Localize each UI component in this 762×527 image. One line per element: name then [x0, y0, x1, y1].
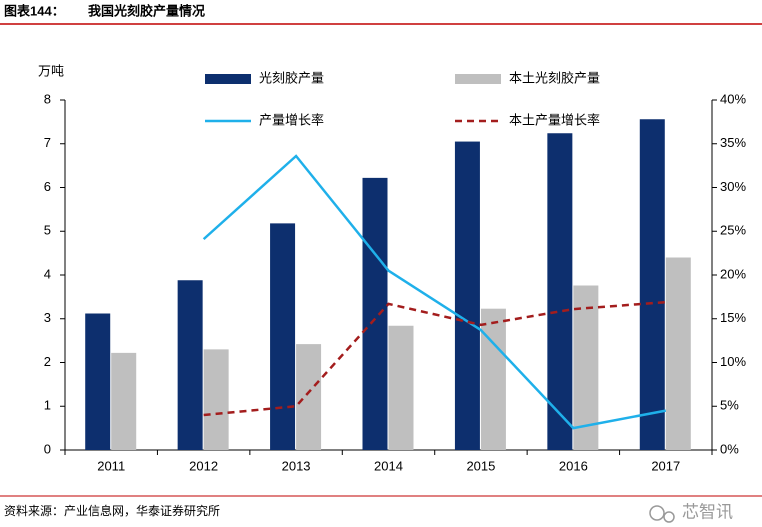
- x-tick-label: 2017: [651, 458, 680, 473]
- x-tick-label: 2013: [282, 458, 311, 473]
- bar: [203, 349, 229, 450]
- y-tick-label: 8: [44, 91, 51, 106]
- bar: [573, 285, 599, 450]
- bar: [362, 177, 388, 450]
- line: [203, 300, 666, 417]
- bar: [270, 223, 296, 450]
- y-unit: 万吨: [38, 63, 64, 78]
- y2-tick-label: 30%: [720, 179, 746, 194]
- bar: [665, 257, 691, 450]
- x-tick-label: 2012: [189, 458, 218, 473]
- y-tick-label: 3: [44, 310, 51, 325]
- x-tick-label: 2011: [97, 458, 125, 473]
- y2-tick-label: 0%: [720, 441, 739, 456]
- watermark-logo: [649, 505, 675, 523]
- bar: [296, 344, 322, 450]
- bar: [111, 352, 137, 450]
- y2-tick-label: 10%: [720, 354, 746, 369]
- y-tick-label: 7: [44, 135, 51, 150]
- y-tick-label: 1: [44, 398, 51, 413]
- watermark: 芯智讯: [682, 502, 733, 521]
- bar: [85, 313, 111, 450]
- x-tick-label: 2014: [374, 458, 403, 473]
- bar: [547, 133, 573, 450]
- legend-swatch: [455, 74, 501, 84]
- bar: [454, 141, 480, 450]
- y-tick-label: 6: [44, 179, 51, 194]
- legend-swatch: [205, 74, 251, 84]
- y-tick-label: 4: [44, 266, 51, 281]
- source: 资料来源：产业信息网，华泰证券研究所: [4, 503, 220, 518]
- bar: [177, 280, 203, 450]
- y2-tick-label: 15%: [720, 310, 746, 325]
- bar: [480, 308, 506, 450]
- y2-tick-label: 5%: [720, 398, 739, 413]
- y2-tick-label: 20%: [720, 266, 746, 281]
- y-tick-label: 5: [44, 223, 51, 238]
- legend-label: 光刻胶产量: [259, 70, 324, 85]
- y2-tick-label: 35%: [720, 135, 746, 150]
- figure-label: 图表144：: [4, 3, 65, 18]
- chart-title: 我国光刻胶产量情况: [88, 3, 205, 18]
- x-tick-label: 2015: [466, 458, 495, 473]
- y2-tick-label: 25%: [720, 223, 746, 238]
- y-tick-label: 2: [44, 354, 51, 369]
- y2-tick-label: 40%: [720, 91, 746, 106]
- legend-label: 本土产量增长率: [509, 112, 600, 127]
- y-tick-label: 0: [44, 441, 51, 456]
- x-tick-label: 2016: [559, 458, 588, 473]
- legend-label: 本土光刻胶产量: [509, 70, 600, 85]
- legend-label: 产量增长率: [259, 112, 324, 127]
- line: [202, 154, 667, 430]
- bar: [639, 119, 665, 450]
- bar: [388, 325, 414, 450]
